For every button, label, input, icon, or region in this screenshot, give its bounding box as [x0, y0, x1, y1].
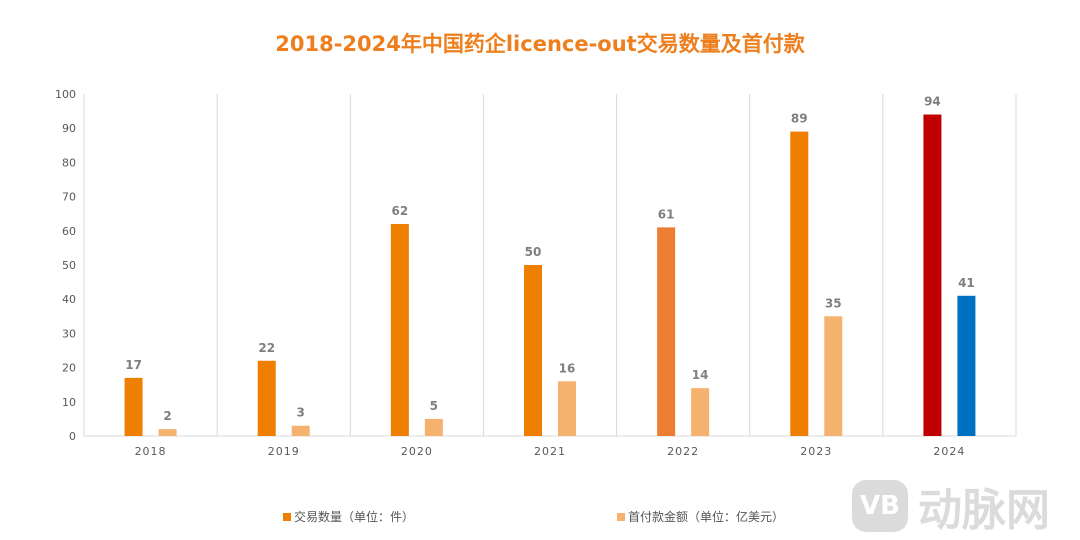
y-tick-label: 70 — [62, 191, 76, 204]
y-tick-label: 100 — [55, 88, 76, 101]
bar-deals — [257, 360, 276, 436]
legend-swatch-deals — [283, 512, 291, 521]
data-label: 41 — [958, 276, 975, 290]
y-tick-label: 40 — [62, 293, 76, 306]
watermark-text: 动脉网 — [918, 485, 1050, 536]
y-tick-label: 60 — [62, 225, 76, 238]
watermark: VB 动脉网 — [852, 474, 1050, 538]
x-tick-label: 2024 — [933, 445, 965, 458]
data-label: 16 — [559, 361, 576, 375]
x-tick-label: 2019 — [268, 445, 300, 458]
legend-swatch-upfront — [617, 512, 625, 521]
data-label: 61 — [658, 207, 675, 221]
bar-deals — [390, 223, 409, 436]
chart-title: 2018-2024年中国药企licence-out交易数量及首付款 — [275, 32, 805, 56]
bar-deals — [923, 114, 942, 437]
bar-upfront — [558, 381, 576, 436]
y-tick-label: 80 — [62, 156, 76, 169]
data-label: 5 — [430, 399, 438, 413]
bar-deals — [124, 377, 143, 436]
bar-upfront — [824, 316, 843, 436]
watermark-logo: VB — [852, 480, 908, 532]
data-label: 89 — [791, 112, 808, 126]
legend-item-deals: 交易数量（单位：件） — [283, 508, 414, 525]
bar-deals — [524, 265, 542, 436]
y-tick-label: 10 — [62, 396, 76, 409]
x-tick-label: 2021 — [534, 445, 566, 458]
bar-upfront — [291, 425, 310, 436]
bar-deals — [790, 131, 809, 436]
data-label: 50 — [525, 245, 542, 259]
data-label: 62 — [392, 204, 409, 218]
legend-item-upfront: 首付款金额（单位：亿美元） — [617, 508, 784, 525]
y-tick-label: 20 — [62, 362, 76, 375]
y-tick-label: 0 — [69, 430, 76, 443]
x-tick-label: 2020 — [401, 445, 433, 458]
data-label: 2 — [163, 409, 171, 423]
x-tick-label: 2022 — [667, 445, 699, 458]
bar-deals — [657, 227, 676, 436]
legend-label-upfront: 首付款金额（单位：亿美元） — [628, 510, 785, 524]
data-label: 14 — [692, 368, 709, 382]
data-label: 3 — [297, 406, 305, 420]
bar-upfront — [691, 388, 710, 436]
data-label: 17 — [125, 358, 142, 372]
x-tick-label: 2018 — [135, 445, 167, 458]
bar-upfront — [957, 295, 976, 436]
bar-upfront — [158, 429, 177, 436]
data-label: 35 — [825, 296, 842, 310]
bar-upfront — [424, 418, 443, 436]
y-tick-label: 30 — [62, 327, 76, 340]
data-label: 22 — [258, 341, 275, 355]
y-tick-label: 50 — [62, 259, 76, 272]
x-tick-label: 2023 — [800, 445, 832, 458]
data-label: 94 — [924, 95, 941, 109]
legend-label-deals: 交易数量（单位：件） — [294, 510, 415, 524]
y-tick-label: 90 — [62, 122, 76, 135]
